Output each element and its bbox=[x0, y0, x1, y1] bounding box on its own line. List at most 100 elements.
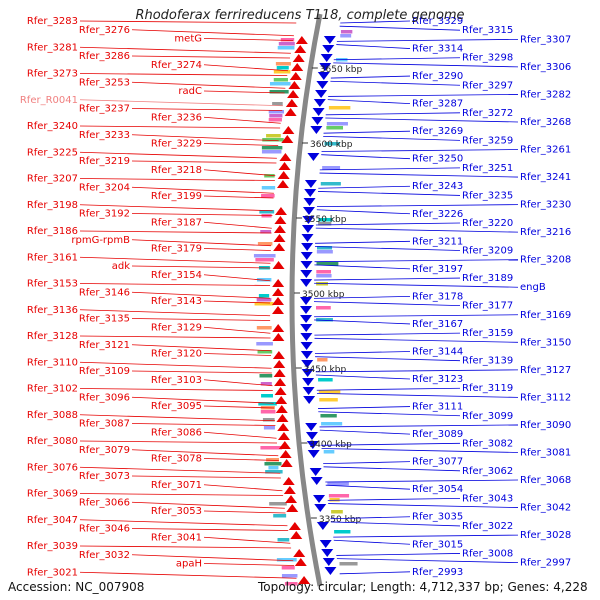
left-label-leader bbox=[79, 283, 271, 286]
left-gene-label: Rfer_3080 bbox=[27, 436, 78, 447]
cog-band-segment bbox=[326, 126, 344, 130]
right-gene-label: Rfer_3268 bbox=[520, 117, 571, 128]
reverse-gene-arrow bbox=[322, 558, 335, 566]
right-label-leader bbox=[323, 135, 461, 141]
cog-band-segment bbox=[261, 146, 283, 150]
right-gene-label: Rfer_3259 bbox=[462, 135, 513, 146]
left-label-leader bbox=[131, 160, 277, 164]
reverse-gene-arrow bbox=[309, 468, 322, 476]
right-label-leader bbox=[316, 392, 519, 398]
reverse-strand-genes bbox=[300, 36, 337, 575]
reverse-gene-arrow bbox=[310, 126, 323, 134]
right-gene-label: Rfer_3167 bbox=[412, 319, 463, 330]
cog-band-segment bbox=[266, 458, 280, 462]
cog-band-segment bbox=[256, 326, 272, 330]
cog-band-segment bbox=[316, 262, 339, 266]
forward-gene-arrow bbox=[272, 351, 285, 359]
forward-gene-arrow bbox=[275, 396, 288, 404]
reverse-gene-arrow bbox=[301, 243, 314, 251]
right-gene-label: Rfer_3208 bbox=[520, 255, 571, 266]
reverse-gene-arrow bbox=[315, 90, 328, 98]
right-label-leader bbox=[318, 191, 461, 196]
cog-band-segment bbox=[276, 558, 297, 562]
right-label-leader bbox=[330, 80, 461, 86]
forward-gene-arrow bbox=[287, 90, 300, 98]
cog-band-segment bbox=[272, 102, 283, 106]
cog-band-segment bbox=[317, 358, 328, 362]
cog-band-segment bbox=[316, 246, 333, 250]
right-gene-label: Rfer_3043 bbox=[462, 493, 513, 504]
left-label-leader bbox=[131, 265, 271, 269]
right-label-leader bbox=[325, 117, 519, 123]
right-label-leader bbox=[323, 466, 461, 472]
left-label-leaders bbox=[79, 20, 297, 579]
right-gene-label: Rfer_3127 bbox=[520, 365, 571, 376]
cog-band-segment bbox=[256, 278, 272, 282]
right-label-leader bbox=[336, 38, 519, 42]
left-gene-label: Rfer_3128 bbox=[27, 331, 78, 342]
cog-band-segment bbox=[340, 34, 352, 38]
right-label-leader bbox=[314, 314, 519, 318]
cog-band-segment bbox=[260, 230, 272, 234]
cog-band-segment bbox=[281, 574, 298, 578]
right-gene-label: Rfer_3008 bbox=[462, 548, 513, 559]
left-label-leader bbox=[131, 29, 294, 37]
left-label-leader bbox=[203, 484, 283, 492]
left-label-leader bbox=[131, 239, 272, 247]
left-label-leader bbox=[131, 344, 271, 352]
cog-band-segment bbox=[265, 470, 283, 474]
left-gene-label: Rfer_3161 bbox=[27, 252, 78, 263]
left-gene-label: Rfer_3069 bbox=[27, 489, 78, 500]
forward-gene-arrow bbox=[286, 504, 299, 512]
reverse-gene-arrow bbox=[300, 297, 313, 305]
cog-band-segment bbox=[268, 118, 282, 122]
forward-gene-arrow bbox=[282, 477, 295, 485]
reverse-gene-arrow bbox=[323, 36, 336, 44]
left-gene-label: Rfer_3103 bbox=[151, 375, 202, 386]
reverse-gene-arrow bbox=[307, 153, 320, 161]
right-label-leader bbox=[319, 167, 461, 171]
left-gene-label: Rfer_3281 bbox=[27, 42, 78, 53]
reverse-gene-arrow bbox=[321, 549, 334, 557]
cog-band-segment bbox=[316, 306, 331, 310]
forward-gene-arrow bbox=[288, 81, 301, 89]
right-gene-label: Rfer_3216 bbox=[520, 227, 571, 238]
forward-gene-arrow bbox=[281, 135, 294, 143]
reverse-gene-arrow bbox=[300, 261, 313, 269]
left-label-leader bbox=[203, 536, 291, 544]
reverse-gene-arrow bbox=[300, 351, 313, 359]
cog-band-segment bbox=[334, 530, 351, 534]
cog-band-segment bbox=[318, 222, 332, 226]
left-label-leader bbox=[203, 563, 295, 566]
kbp-tick-label: 3450 kbp bbox=[304, 365, 347, 375]
right-label-leader bbox=[321, 149, 519, 152]
left-label-leader bbox=[203, 379, 273, 387]
cog-band-segment bbox=[257, 350, 273, 354]
right-gene-label: Rfer_3314 bbox=[412, 44, 463, 55]
cog-band-segment bbox=[329, 498, 340, 502]
right-gene-label: Rfer_3022 bbox=[462, 521, 513, 532]
cog-band-segment bbox=[261, 394, 273, 398]
reverse-gene-arrow bbox=[313, 99, 326, 107]
left-label-leader bbox=[131, 108, 283, 111]
right-label-leader bbox=[339, 571, 411, 575]
reverse-gene-arrow bbox=[300, 324, 313, 332]
cog-band-segment bbox=[269, 90, 289, 94]
forward-gene-arrow bbox=[273, 369, 286, 377]
right-gene-label: Rfer_3081 bbox=[520, 447, 571, 458]
right-gene-label: Rfer_3329 bbox=[412, 16, 463, 27]
right-gene-label: Rfer_3315 bbox=[462, 25, 513, 36]
right-label-leader bbox=[315, 227, 519, 233]
reverse-gene-arrow bbox=[306, 441, 319, 449]
cog-band-segment bbox=[275, 62, 291, 66]
left-label-leader bbox=[203, 221, 272, 229]
left-label-leader bbox=[203, 510, 286, 514]
forward-gene-arrow bbox=[279, 450, 292, 458]
cog-band-segment bbox=[327, 482, 349, 486]
left-gene-label: Rfer_3073 bbox=[79, 471, 130, 482]
right-gene-label: Rfer_3144 bbox=[412, 346, 463, 357]
right-label-leader bbox=[325, 479, 519, 483]
cog-band-segment bbox=[322, 166, 341, 170]
cog-band-segment bbox=[316, 318, 333, 322]
